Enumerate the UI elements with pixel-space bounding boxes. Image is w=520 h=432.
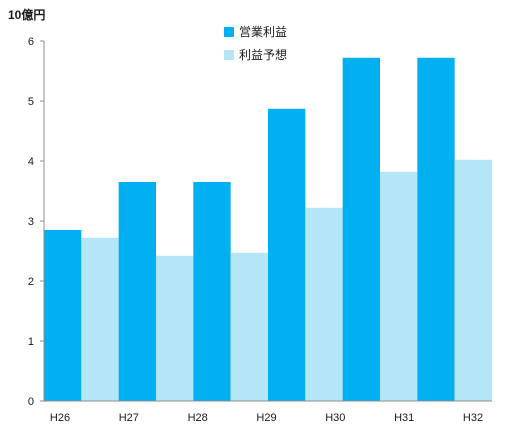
bar-operating-profit: [118, 182, 156, 401]
bar-operating-profit: [193, 182, 231, 401]
x-tick-label: H27: [119, 412, 139, 424]
bars: [44, 57, 492, 402]
bar-operating-profit: [268, 108, 306, 402]
bar-profit-forecast: [380, 171, 418, 401]
bar-operating-profit: [417, 57, 455, 402]
legend-label-profit-forecast: 利益予想: [239, 47, 287, 62]
bar-operating-profit: [44, 230, 82, 401]
x-tick-label: H26: [50, 412, 70, 424]
bar-profit-forecast: [305, 207, 343, 401]
y-axis-ticks: 0 1 2 3 4 5 6: [28, 36, 44, 408]
x-axis-ticks: H26 H27 H28 H29 H30 H31 H32: [50, 412, 483, 424]
y-tick-label: 1: [28, 336, 34, 348]
x-tick-label: H31: [394, 412, 414, 424]
bar-profit-forecast: [81, 237, 119, 401]
x-tick-label: H28: [188, 412, 208, 424]
y-tick-label: 6: [28, 36, 34, 48]
y-tick-label: 4: [28, 156, 34, 168]
unit-label: 10億円: [8, 7, 45, 22]
y-tick-label: 0: [28, 396, 34, 408]
legend-swatch-profit-forecast: [224, 50, 234, 60]
x-tick-label: H32: [463, 412, 483, 424]
bar-profit-forecast: [230, 252, 268, 401]
y-tick-label: 2: [28, 276, 34, 288]
legend-label-operating-profit: 営業利益: [239, 25, 287, 39]
bar-profit-forecast: [454, 159, 492, 401]
legend-swatch-operating-profit: [224, 27, 234, 37]
y-tick-label: 3: [28, 216, 34, 228]
legend: 営業利益 利益予想: [224, 25, 287, 62]
x-tick-label: H30: [325, 412, 345, 424]
x-tick-label: H29: [256, 412, 276, 424]
bar-profit-forecast: [156, 255, 194, 401]
y-tick-label: 5: [28, 96, 34, 108]
bar-operating-profit: [342, 57, 380, 402]
